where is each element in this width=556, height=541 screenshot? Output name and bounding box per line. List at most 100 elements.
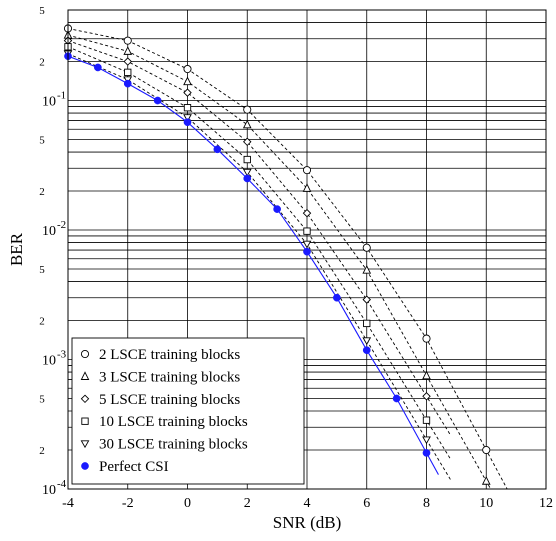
series-3	[63, 36, 451, 436]
series-line	[68, 55, 439, 475]
series-line	[68, 28, 508, 489]
legend-label: 10 LSCE training blocks	[99, 414, 248, 430]
series-line	[68, 40, 451, 436]
x-tick-label: 6	[363, 496, 370, 511]
legend-label: 2 LSCE training blocks	[99, 347, 240, 363]
y-axis-label: BER	[7, 232, 26, 266]
data-point	[213, 145, 222, 154]
data-point	[242, 119, 252, 129]
data-point	[273, 205, 281, 213]
x-tick-label: 10	[479, 496, 493, 511]
data-point	[422, 449, 431, 457]
series-2	[63, 29, 492, 489]
series-line	[68, 34, 492, 489]
data-point	[243, 155, 251, 164]
y-tick-exponent: -1	[57, 90, 66, 102]
data-point	[123, 36, 132, 45]
legend-item: 3 LSCE training blocks	[80, 369, 240, 385]
series-1	[63, 24, 508, 489]
data-point	[392, 394, 401, 403]
data-point	[183, 104, 192, 112]
x-axis-label: SNR (dB)	[273, 513, 341, 532]
data-point	[362, 346, 371, 355]
legend-marker	[81, 417, 89, 425]
legend-marker	[80, 371, 90, 380]
y-tick-exponent: -2	[57, 219, 66, 231]
legend-item: Perfect CSI	[81, 459, 169, 475]
legend-item: 2 LSCE training blocks	[80, 347, 240, 363]
series-6	[64, 52, 439, 475]
legend-marker	[80, 440, 90, 449]
series-line	[68, 46, 451, 460]
data-point	[183, 76, 192, 86]
legend-marker	[81, 462, 89, 470]
x-tick-label: 4	[304, 496, 311, 511]
data-point	[302, 183, 312, 192]
legend: 2 LSCE training blocks 3 LSCE training bl…	[71, 337, 305, 485]
y-minor-tick-label: 2	[39, 316, 45, 328]
y-minor-tick-label: 5	[39, 5, 45, 17]
data-point	[302, 166, 312, 175]
data-point	[302, 240, 312, 249]
series-layer	[63, 24, 508, 489]
data-point	[362, 265, 372, 274]
data-point	[123, 57, 132, 66]
legend-marker	[80, 394, 90, 404]
data-point	[243, 174, 252, 183]
data-point	[94, 63, 102, 72]
data-point	[362, 337, 372, 346]
x-tick-label: 8	[423, 496, 430, 511]
x-tick-label: 2	[244, 496, 251, 511]
data-point	[422, 334, 431, 343]
data-point	[153, 96, 162, 105]
legend-box	[71, 337, 305, 485]
data-point	[422, 416, 431, 424]
legend-item: 30 LSCE training blocks	[80, 437, 248, 453]
data-point	[124, 68, 132, 77]
y-tick-label: 10	[42, 483, 56, 498]
legend-label: 3 LSCE training blocks	[99, 369, 240, 385]
y-minor-tick-label: 2	[39, 57, 45, 69]
data-point	[183, 118, 192, 127]
y-minor-tick-label: 2	[39, 186, 45, 198]
x-tick-label: -4	[62, 496, 74, 511]
data-point	[183, 114, 192, 122]
data-point	[481, 476, 491, 485]
data-point	[482, 445, 491, 455]
data-point	[422, 392, 431, 401]
data-point	[333, 293, 341, 302]
legend-label: Perfect CSI	[99, 459, 169, 475]
y-tick-label: 10	[42, 354, 56, 369]
data-point	[243, 105, 252, 114]
y-tick-label: 10	[42, 224, 56, 239]
data-point	[303, 227, 311, 235]
y-tick-label: 10	[42, 95, 56, 110]
legend-label: 30 LSCE training blocks	[99, 437, 248, 453]
data-point	[123, 46, 133, 55]
data-point	[363, 319, 371, 328]
data-point	[243, 137, 252, 147]
data-point	[242, 168, 252, 177]
plot-frame	[67, 9, 547, 490]
data-point	[422, 370, 431, 380]
y-tick-exponent: -3	[57, 349, 67, 361]
y-minor-tick-label: 2	[39, 445, 45, 457]
data-point	[362, 243, 371, 252]
data-point	[123, 79, 132, 88]
x-tick-label: -2	[122, 496, 134, 511]
data-point	[362, 295, 371, 304]
data-point	[183, 64, 192, 74]
legend-marker	[80, 349, 90, 359]
x-tick-label: 0	[184, 496, 191, 511]
legend-item: 10 LSCE training blocks	[81, 414, 248, 430]
legend-item: 5 LSCE training blocks	[80, 392, 240, 408]
y-minor-tick-label: 5	[39, 134, 45, 146]
x-tick-label: 12	[539, 496, 553, 511]
data-point	[422, 436, 431, 445]
legend-label: 5 LSCE training blocks	[99, 392, 240, 408]
y-minor-tick-label: 5	[39, 393, 45, 405]
y-minor-tick-label: 5	[39, 264, 45, 276]
data-point	[183, 88, 192, 97]
